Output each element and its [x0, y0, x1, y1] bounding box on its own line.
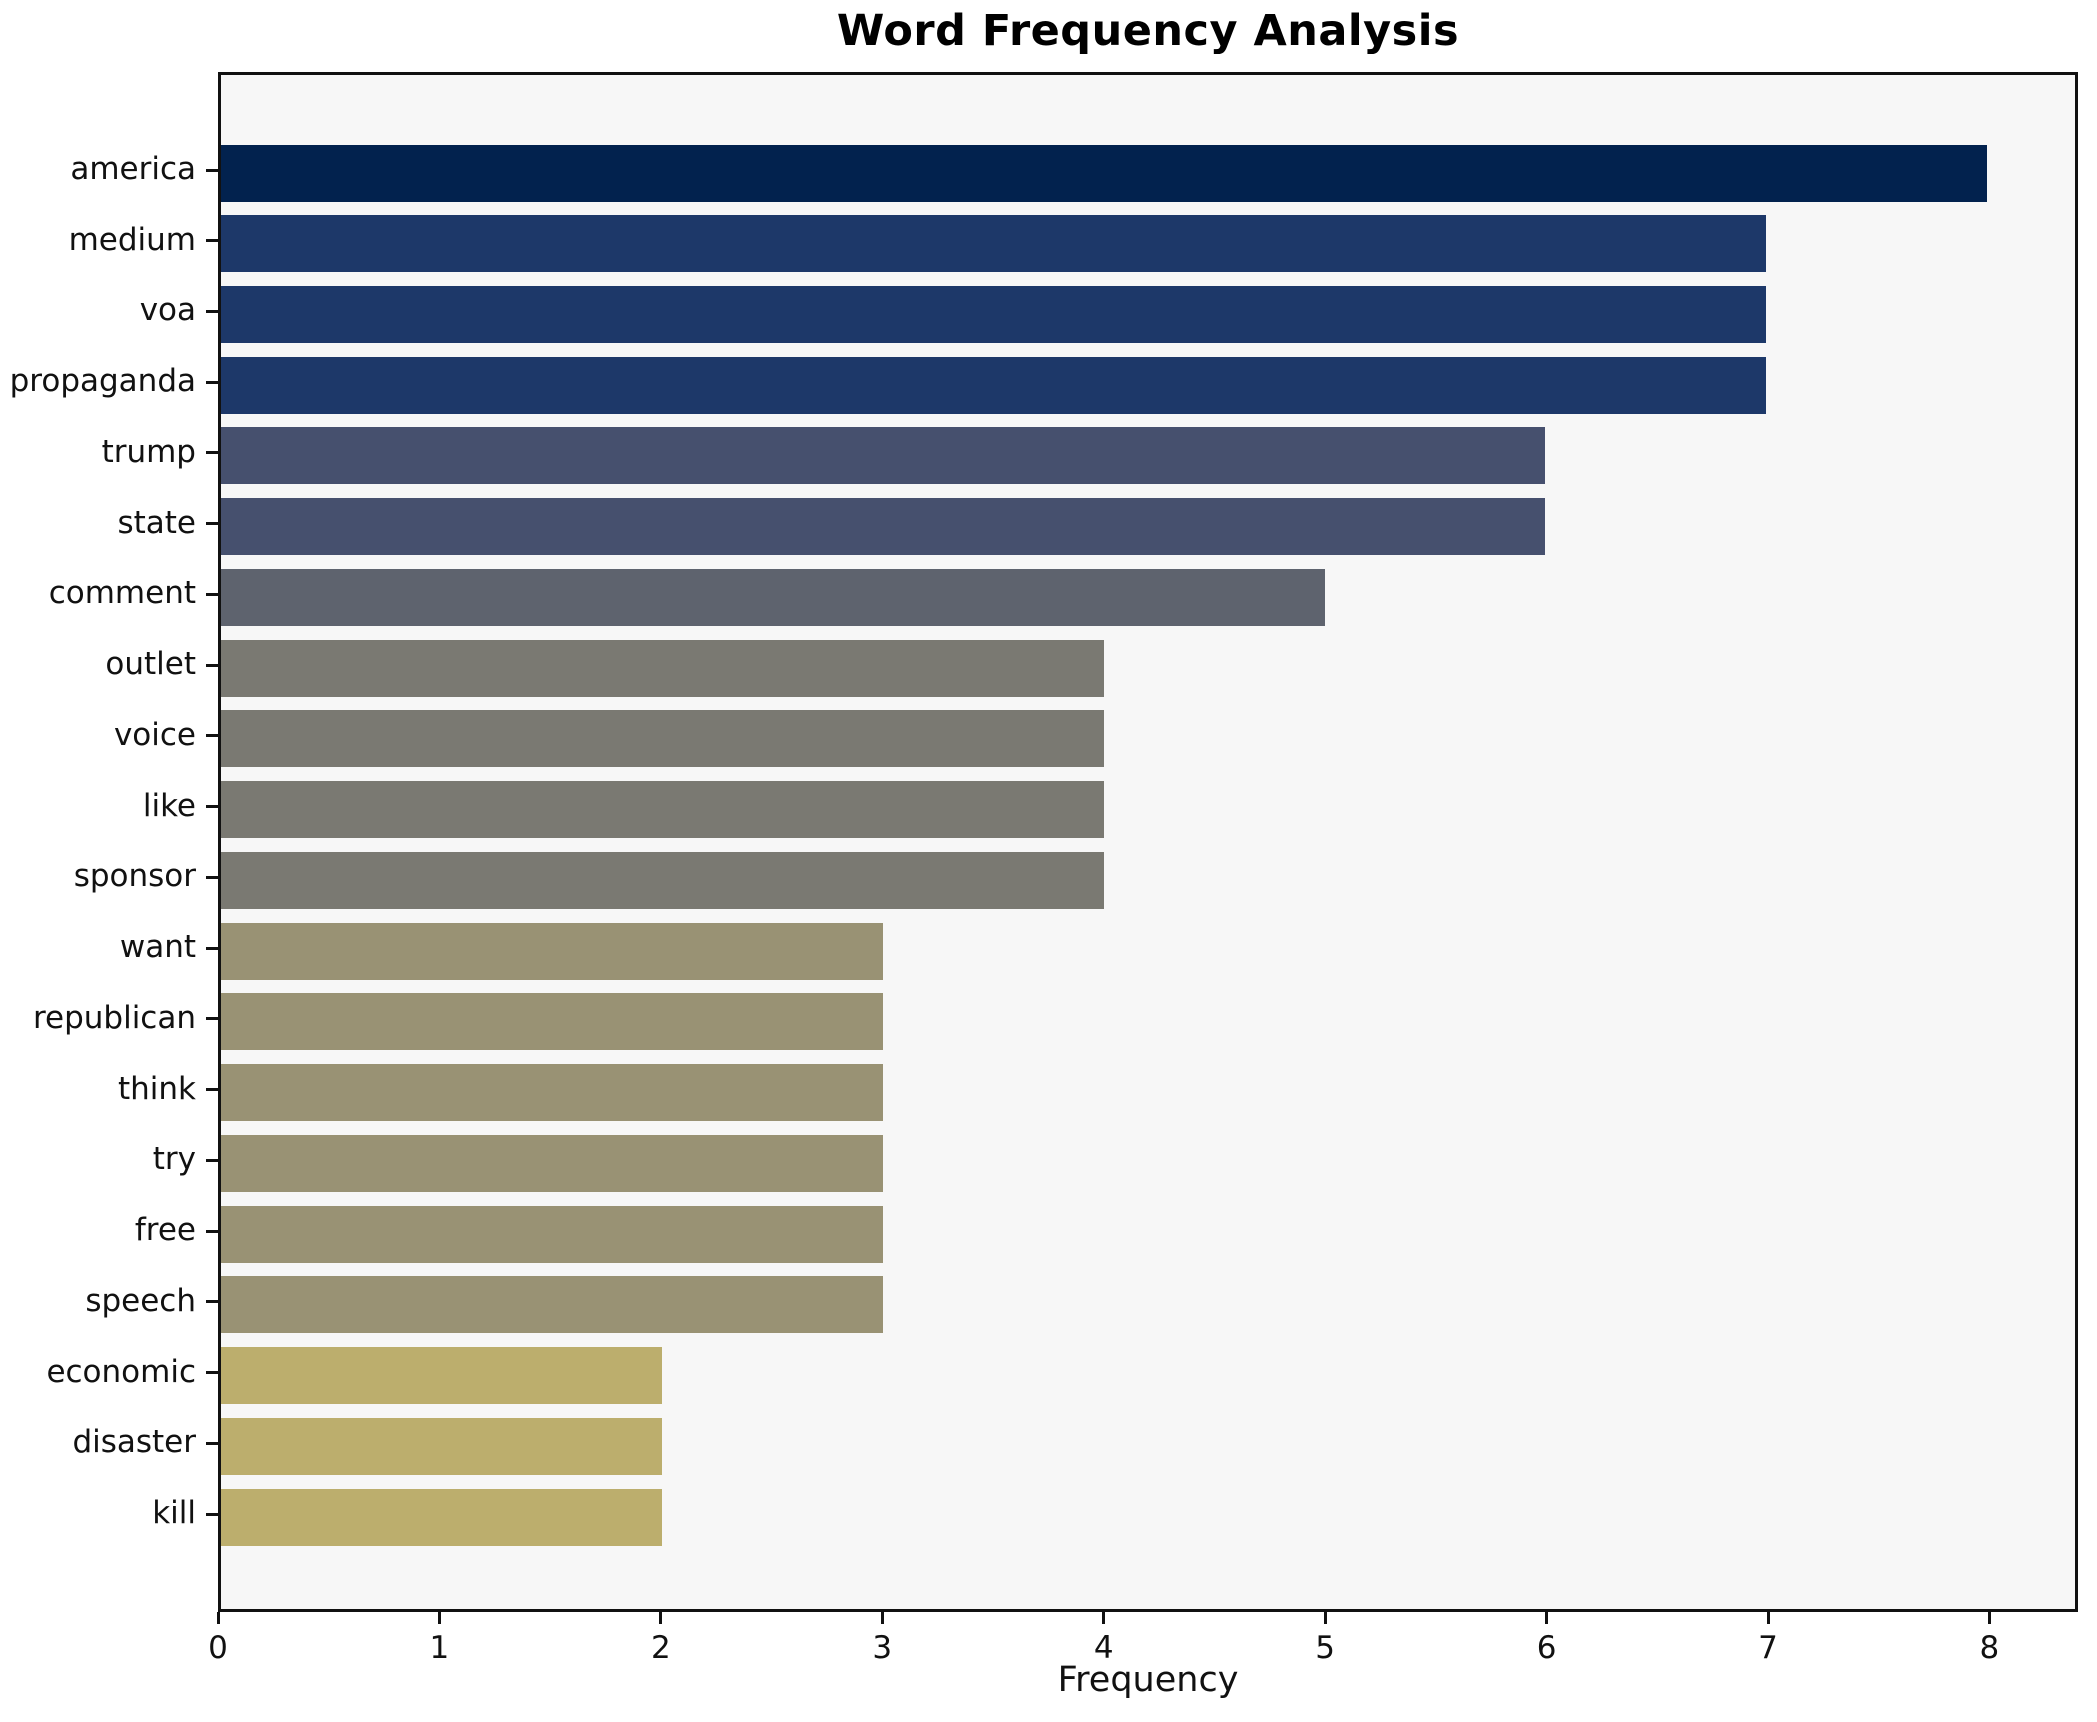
- bar-america: [221, 144, 1987, 202]
- y-tick-label-like: like: [142, 787, 196, 824]
- y-tick-mark: [206, 522, 218, 526]
- y-tick-label-speech: speech: [85, 1282, 196, 1319]
- plot-area: [218, 72, 2078, 1612]
- bar-try: [221, 1134, 884, 1192]
- y-tick-label-disaster: disaster: [72, 1424, 196, 1461]
- chart-title: Word Frequency Analysis: [836, 6, 1460, 56]
- y-tick-label-free: free: [134, 1212, 196, 1249]
- x-tick-label-3: 3: [872, 1630, 893, 1666]
- x-tick-label-0: 0: [208, 1630, 228, 1666]
- y-tick-mark: [206, 592, 218, 596]
- y-tick-mark: [206, 1300, 218, 1304]
- y-tick-label-medium: medium: [68, 221, 196, 258]
- y-tick-mark: [206, 168, 218, 172]
- bar-trump: [221, 427, 1546, 485]
- bar-disaster: [221, 1417, 663, 1475]
- y-tick-mark: [206, 1088, 218, 1092]
- y-tick-label-outlet: outlet: [105, 646, 196, 683]
- y-tick-mark: [206, 1158, 218, 1162]
- x-tick-mark: [216, 1612, 220, 1624]
- y-tick-label-america: america: [70, 151, 196, 187]
- x-tick-label-4: 4: [1093, 1630, 1114, 1666]
- bar-think: [221, 1064, 884, 1122]
- x-tick-label-8: 8: [1979, 1630, 2000, 1666]
- x-tick-mark: [1987, 1612, 1991, 1624]
- y-tick-mark: [206, 1441, 218, 1445]
- x-tick-mark: [1545, 1612, 1549, 1624]
- y-tick-mark: [206, 309, 218, 313]
- bar-kill: [221, 1488, 663, 1546]
- x-tick-mark: [437, 1612, 441, 1624]
- x-axis-label: Frequency: [1057, 1660, 1239, 1700]
- x-tick-mark: [1102, 1612, 1106, 1624]
- y-tick-mark: [206, 805, 218, 809]
- bar-like: [221, 781, 1104, 839]
- bar-comment: [221, 568, 1325, 626]
- y-tick-label-state: state: [117, 504, 196, 541]
- x-tick-mark: [1323, 1612, 1327, 1624]
- bar-free: [221, 1205, 884, 1263]
- bar-want: [221, 922, 884, 980]
- bar-voice: [221, 710, 1104, 768]
- bar-outlet: [221, 639, 1104, 697]
- y-tick-label-kill: kill: [152, 1495, 196, 1531]
- y-tick-label-try: try: [152, 1141, 196, 1178]
- y-tick-label-want: want: [119, 929, 196, 966]
- x-tick-label-2: 2: [650, 1630, 671, 1666]
- x-tick-mark: [1766, 1612, 1770, 1624]
- y-tick-label-trump: trump: [101, 433, 196, 470]
- y-tick-mark: [206, 451, 218, 455]
- y-tick-mark: [206, 380, 218, 384]
- y-tick-mark: [206, 875, 218, 879]
- y-tick-label-comment: comment: [48, 575, 196, 612]
- bar-voa: [221, 285, 1766, 343]
- y-tick-label-economic: economic: [46, 1353, 196, 1390]
- y-tick-label-voa: voa: [139, 292, 196, 329]
- y-tick-mark: [206, 663, 218, 667]
- y-tick-mark: [206, 1371, 218, 1375]
- bar-state: [221, 498, 1546, 556]
- y-tick-label-propaganda: propaganda: [9, 363, 196, 400]
- y-tick-label-voice: voice: [113, 716, 196, 753]
- bar-republican: [221, 993, 884, 1051]
- y-tick-mark: [206, 1512, 218, 1516]
- x-tick-mark: [880, 1612, 884, 1624]
- x-tick-label-7: 7: [1758, 1630, 1778, 1666]
- bar-sponsor: [221, 851, 1104, 909]
- y-tick-mark: [206, 1017, 218, 1021]
- x-tick-label-1: 1: [429, 1630, 450, 1666]
- bar-economic: [221, 1347, 663, 1405]
- bar-propaganda: [221, 356, 1766, 414]
- y-tick-mark: [206, 734, 218, 738]
- y-tick-label-republican: republican: [32, 999, 196, 1036]
- y-tick-label-think: think: [117, 1070, 196, 1107]
- x-tick-label-6: 6: [1536, 1630, 1557, 1666]
- y-tick-mark: [206, 946, 218, 950]
- y-tick-mark: [206, 239, 218, 243]
- bar-medium: [221, 215, 1766, 273]
- bar-speech: [221, 1276, 884, 1334]
- y-tick-label-sponsor: sponsor: [73, 858, 196, 895]
- x-tick-label-5: 5: [1315, 1630, 1336, 1666]
- y-tick-mark: [206, 1229, 218, 1233]
- x-tick-mark: [659, 1612, 663, 1624]
